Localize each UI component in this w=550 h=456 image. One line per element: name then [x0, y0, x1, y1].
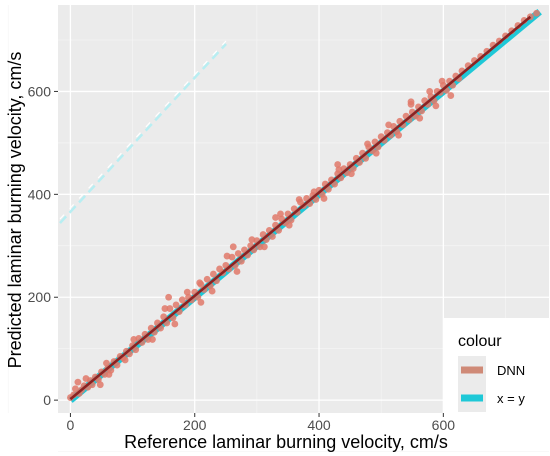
data-point — [72, 385, 79, 393]
x-tick-label: 0 — [67, 417, 75, 433]
data-point — [416, 114, 424, 122]
x-tick-label: 400 — [307, 417, 331, 433]
data-point — [269, 233, 276, 240]
data-point — [103, 359, 110, 367]
data-points — [67, 9, 540, 401]
stray-line-artifacts — [59, 40, 227, 224]
data-point — [335, 166, 343, 174]
data-point — [197, 298, 205, 306]
legend-label-dnn: DNN — [497, 363, 525, 378]
legend: colour DNN x = y — [444, 318, 549, 413]
data-point — [165, 293, 173, 301]
data-point — [285, 221, 293, 229]
data-point — [334, 161, 342, 168]
data-point — [74, 378, 82, 386]
data-point — [208, 287, 216, 295]
data-point — [272, 214, 279, 221]
data-point — [320, 195, 328, 202]
x-axis-title: Reference laminar burning velocity, cm/s — [124, 432, 448, 452]
data-point — [372, 149, 380, 157]
data-point — [203, 275, 211, 283]
data-point — [233, 268, 241, 275]
data-point — [310, 188, 318, 196]
grid-major — [58, 5, 549, 413]
data-point — [385, 121, 393, 129]
y-axis-ticks: 0 200 400 600 — [28, 83, 58, 408]
y-tick-label: 400 — [28, 186, 52, 202]
data-point — [132, 346, 140, 354]
data-point — [364, 140, 371, 148]
data-point — [248, 236, 256, 244]
fit-line-segment — [69, 15, 532, 401]
fit-line — [69, 15, 532, 401]
y-axis-title: Predicted laminar burning velocity, cm/s — [5, 52, 25, 369]
y-tick-label: 0 — [43, 392, 51, 408]
data-point — [447, 92, 455, 99]
y-tick-label: 600 — [28, 83, 52, 99]
x-tick-label: 200 — [183, 417, 207, 433]
x-axis-ticks: 0 200 400 600 — [67, 413, 456, 433]
legend-title: colour — [458, 333, 502, 350]
data-point — [161, 305, 169, 312]
data-point — [432, 102, 440, 110]
data-point — [223, 252, 231, 260]
data-point — [160, 313, 168, 321]
data-point — [234, 250, 242, 257]
data-point — [105, 371, 113, 378]
data-point — [277, 210, 284, 218]
data-point — [295, 196, 303, 203]
data-point — [260, 243, 268, 251]
data-point — [172, 301, 180, 309]
grid-minor — [7, 5, 549, 452]
data-point — [407, 98, 415, 106]
data-point — [229, 243, 237, 251]
data-point — [347, 170, 355, 178]
data-point — [183, 288, 191, 296]
x-tick-label: 600 — [432, 417, 456, 433]
data-point — [533, 9, 540, 17]
data-point — [82, 375, 90, 382]
legend-label-identity: x = y — [497, 391, 525, 406]
artifact-streak — [59, 43, 227, 224]
data-point — [130, 336, 138, 343]
data-point — [96, 381, 104, 389]
data-point — [196, 279, 204, 287]
data-point — [395, 131, 402, 139]
data-point — [178, 296, 186, 304]
data-point — [438, 77, 446, 85]
data-point — [426, 88, 434, 95]
y-tick-label: 200 — [28, 289, 52, 305]
data-point — [166, 305, 174, 312]
data-point — [209, 270, 217, 278]
data-point — [121, 356, 129, 364]
data-point — [171, 320, 179, 328]
data-point — [149, 336, 156, 343]
